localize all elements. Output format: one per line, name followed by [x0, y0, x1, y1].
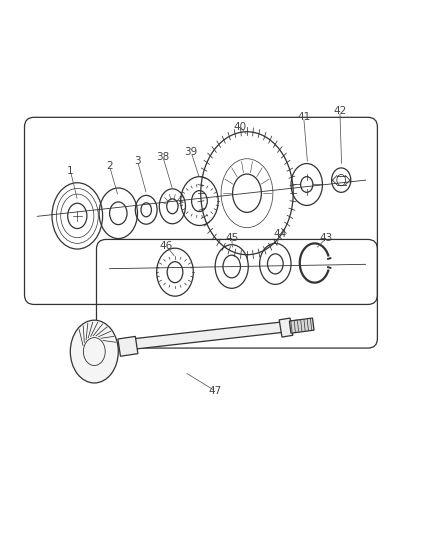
Polygon shape — [289, 318, 313, 333]
Text: 42: 42 — [332, 106, 346, 116]
Polygon shape — [131, 320, 298, 349]
Text: 47: 47 — [208, 386, 221, 396]
Text: 46: 46 — [159, 241, 173, 251]
Text: 1: 1 — [67, 166, 74, 175]
Text: 45: 45 — [225, 233, 238, 243]
Text: 2: 2 — [106, 161, 113, 171]
Text: 41: 41 — [297, 112, 310, 122]
Polygon shape — [118, 336, 138, 356]
Text: 39: 39 — [184, 147, 198, 157]
Ellipse shape — [70, 320, 118, 383]
Text: 38: 38 — [156, 151, 169, 161]
Text: 43: 43 — [319, 233, 332, 243]
Text: 3: 3 — [134, 156, 141, 166]
Text: 40: 40 — [233, 122, 246, 132]
Polygon shape — [279, 318, 292, 337]
Text: 44: 44 — [272, 229, 286, 239]
